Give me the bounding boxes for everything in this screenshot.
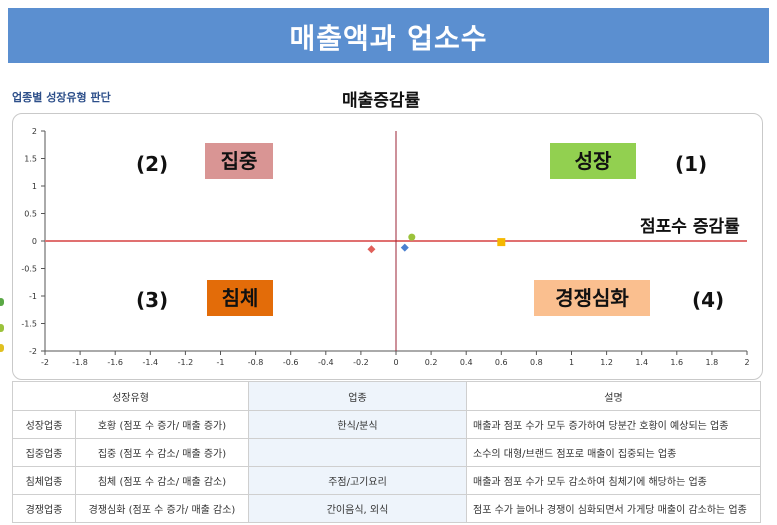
row-type: 경쟁업종 bbox=[12, 494, 76, 523]
x-tick-label: -2 bbox=[41, 358, 49, 367]
quadrant-4-label: 경쟁심화 bbox=[534, 280, 650, 316]
page-title: 매출액과 업소수 bbox=[289, 22, 488, 55]
data-point bbox=[367, 245, 376, 254]
legend-dot bbox=[0, 324, 4, 332]
data-point bbox=[400, 243, 409, 252]
quadrant-3-label: 침체 bbox=[207, 280, 273, 316]
row-type: 성장업종 bbox=[12, 410, 76, 439]
y-tick-label: 0.5 bbox=[24, 210, 37, 219]
x-axis-title: 점포수 증감률 bbox=[640, 217, 740, 237]
x-tick-label: 0.8 bbox=[530, 358, 543, 367]
table-row: 집중업종 집중 (점포 수 감소/ 매출 증가) 소수의 대형/브랜드 점포로 … bbox=[12, 438, 761, 467]
row-desc: 점포 수가 늘어나 경쟁이 심화되면서 가게당 매출이 감소하는 업종 bbox=[466, 494, 761, 523]
x-tick-label: -0.6 bbox=[283, 358, 299, 367]
x-tick-label: 1.6 bbox=[670, 358, 683, 367]
y-tick-label: -2 bbox=[29, 347, 37, 356]
quadrant-1-number: (1) bbox=[675, 152, 708, 176]
row-desc: 소수의 대형/브랜드 점포로 매출이 집중되는 업종 bbox=[466, 438, 761, 467]
row-type: 집중업종 bbox=[12, 438, 76, 467]
x-tick-label: 0.6 bbox=[495, 358, 508, 367]
quadrant-2-number: (2) bbox=[136, 152, 169, 176]
legend-dot bbox=[0, 344, 4, 352]
legend-dot bbox=[0, 298, 4, 306]
x-tick-label: 1.8 bbox=[706, 358, 719, 367]
data-point bbox=[497, 238, 506, 247]
y-tick-label: -0.5 bbox=[21, 265, 37, 274]
table-row: 침체업종 침체 (점포 수 감소/ 매출 감소) 주점/고기요리 매출과 점포 … bbox=[12, 466, 761, 495]
y-tick-label: 2 bbox=[32, 127, 37, 136]
quadrant-2-label: 집중 bbox=[205, 143, 273, 179]
row-desc: 매출과 점포 수가 모두 감소하여 침체기에 해당하는 업종 bbox=[466, 466, 761, 495]
row-desc: 매출과 점포 수가 모두 증가하여 당분간 호황이 예상되는 업종 bbox=[466, 410, 761, 439]
x-tick-label: -1 bbox=[217, 358, 225, 367]
chart-frame bbox=[12, 113, 763, 380]
x-tick-label: 0 bbox=[393, 358, 398, 367]
x-tick-label: 0.4 bbox=[460, 358, 473, 367]
y-tick-label: 0 bbox=[32, 237, 37, 246]
quadrant-4-number: (4) bbox=[692, 288, 725, 312]
y-tick-label: 1 bbox=[32, 182, 37, 191]
header-type: 성장유형 bbox=[12, 381, 249, 411]
x-tick-label: -0.8 bbox=[248, 358, 264, 367]
row-type: 침체업종 bbox=[12, 466, 76, 495]
y-axis-title: 매출증감률 bbox=[342, 91, 421, 111]
x-tick-label: -1.2 bbox=[178, 358, 194, 367]
x-tick-label: -1.8 bbox=[72, 358, 88, 367]
row-name: 집중 (점포 수 감소/ 매출 증가) bbox=[75, 438, 249, 467]
x-tick-label: 1 bbox=[569, 358, 574, 367]
x-tick-label: -0.4 bbox=[318, 358, 334, 367]
x-tick-label: 1.4 bbox=[635, 358, 648, 367]
row-name: 침체 (점포 수 감소/ 매출 감소) bbox=[75, 466, 249, 495]
title-banner: 매출액과 업소수 bbox=[8, 8, 769, 63]
x-tick-label: -0.2 bbox=[353, 358, 369, 367]
x-tick-label: 2 bbox=[744, 358, 749, 367]
header-biz: 업종 bbox=[248, 381, 467, 411]
data-point bbox=[408, 233, 416, 241]
table-row: 성장업종 호황 (점포 수 증가/ 매출 증가) 한식/분식 매출과 점포 수가… bbox=[12, 410, 761, 439]
table-header-row: 성장유형 업종 설명 bbox=[12, 381, 761, 411]
header-desc: 설명 bbox=[466, 381, 761, 411]
type-table: 성장유형 업종 설명 성장업종 호황 (점포 수 증가/ 매출 증가) 한식/분… bbox=[12, 381, 761, 523]
y-tick-label: -1.5 bbox=[21, 320, 37, 329]
y-tick-label: -1 bbox=[29, 292, 37, 301]
x-tick-label: -1.4 bbox=[142, 358, 158, 367]
row-name: 경쟁심화 (점포 수 증가/ 매출 감소) bbox=[75, 494, 249, 523]
row-biz bbox=[248, 438, 467, 467]
row-biz: 주점/고기요리 bbox=[248, 466, 467, 495]
row-biz: 간이음식, 외식 bbox=[248, 494, 467, 523]
x-tick-label: 1.2 bbox=[600, 358, 613, 367]
chart-subtitle: 업종별 성장유형 판단 bbox=[12, 91, 111, 104]
quadrant-3-number: (3) bbox=[136, 288, 169, 312]
y-tick-label: 1.5 bbox=[24, 155, 37, 164]
x-tick-label: 0.2 bbox=[425, 358, 438, 367]
table-row: 경쟁업종 경쟁심화 (점포 수 증가/ 매출 감소) 간이음식, 외식 점포 수… bbox=[12, 494, 761, 523]
quadrant-1-label: 성장 bbox=[550, 143, 636, 179]
row-biz: 한식/분식 bbox=[248, 410, 467, 439]
row-name: 호황 (점포 수 증가/ 매출 증가) bbox=[75, 410, 249, 439]
x-tick-label: -1.6 bbox=[107, 358, 123, 367]
